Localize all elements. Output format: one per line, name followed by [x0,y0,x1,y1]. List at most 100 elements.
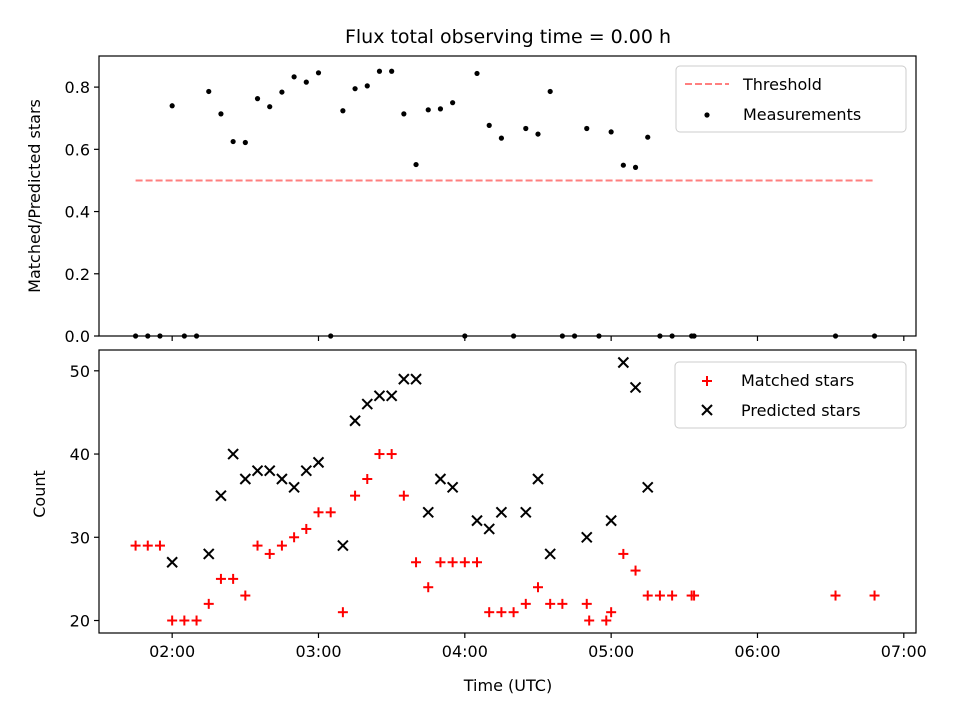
measurement-point [523,125,529,132]
predicted-star-point [544,548,556,560]
matched-star-point [386,449,397,460]
bottom-xtick-label: 06:00 [734,642,780,661]
bottom-ytick-label: 20 [70,612,90,631]
measurement-point [559,333,565,339]
measurement-point [389,68,395,74]
matched-star-point [459,557,470,568]
matched-star-point [654,590,665,601]
matched-star-point [154,540,165,551]
measurement-point [437,106,444,112]
bottom-xtick-label: 07:00 [881,642,927,661]
matched-star-point [667,590,678,601]
predicted-star-point [312,456,325,469]
matched-star-point [301,523,312,534]
matched-star-point [350,490,361,501]
measurement-point [632,164,639,170]
legend-measurements-label: Measurements [743,105,861,124]
bottom-legend: Matched stars Predicted stars [674,361,907,429]
matched-star-point [215,573,226,584]
measurement-point [352,86,358,92]
matched-star-point [830,590,841,601]
predicted-star-point [349,415,361,427]
top-ytick-label: 0.8 [65,78,90,97]
predicted-star-point [629,381,642,394]
predicted-star-point [251,464,264,477]
predicted-star-point [300,464,313,477]
predicted-star-point [215,489,227,502]
top-legend: Threshold Measurements [675,65,907,133]
bottom-legend-box [674,361,907,429]
matched-star-point [203,598,214,609]
matched-star-point [228,573,239,584]
matched-star-point [374,449,385,460]
top-frame [98,55,917,337]
matched-star-point [584,615,595,626]
predicted-star-point [581,531,593,543]
matched-star-point [472,557,483,568]
measurement-point [145,333,151,339]
matched-star-point [179,615,190,626]
measurement-point [181,333,187,339]
measurement-point [645,134,651,140]
measurement-point [832,333,839,339]
legend-matched-label: Matched stars [741,371,854,390]
predicted-star-point [532,473,544,485]
matched-star-point [618,548,629,559]
matched-star-point [557,598,568,609]
matched-star-point [240,590,251,601]
matched-star-point [325,507,336,518]
legend-predicted-label: Predicted stars [741,401,861,420]
matched-star-point [581,598,592,609]
measurement-point [291,74,297,80]
matched-star-point [689,590,700,601]
measurement-point [535,131,541,137]
top-ytick-label: 0.0 [65,327,90,346]
predicted-star-point [227,448,239,460]
measurement-point [132,333,139,339]
matched-star-point [545,598,556,609]
measurement-point [328,333,334,339]
measurement-point [510,333,517,339]
predicted-star-point [166,556,178,568]
matched-star-point [130,540,141,551]
top-y-axis-label: Matched/Predicted stars [25,99,44,293]
measurement-point [547,88,553,95]
predicted-star-point [398,373,410,385]
top-ytick-label: 0.4 [65,203,90,222]
matched-star-point [435,557,446,568]
predicted-star-point [495,506,508,519]
measurement-point [596,333,602,339]
matched-star-point [398,490,409,501]
matched-star-point [276,540,287,551]
predicted-star-point [483,523,495,535]
measurement-point [450,100,456,106]
measurement-point [267,104,273,110]
bottom-ytick-label: 50 [70,362,90,381]
measurement-point [584,125,590,132]
matched-star-point [289,532,300,543]
measurement-point [474,70,480,77]
matched-star-point [508,607,519,618]
top-plot-panel: 0.0 0.2 0.4 0.6 0.8 [65,55,917,346]
matched-star-point [447,557,458,568]
measurement-point [169,103,175,109]
x-axis-label: Time (UTC) [463,676,552,695]
measurement-point [620,162,626,168]
matched-star-point [411,557,422,568]
matched-star-point [520,598,531,609]
measurement-point [462,333,468,339]
predicted-star-point [385,390,398,402]
predicted-star-point [422,506,434,519]
measurement-point [425,107,431,113]
measurement-point [669,333,675,339]
matched-star-point [532,582,543,593]
predicted-star-point [617,356,630,369]
matched-star-point [362,474,373,485]
predicted-star-point [337,539,349,552]
measurement-point [486,122,492,128]
measurement-point [340,108,346,114]
predicted-star-point [276,473,288,485]
bottom-ytick-label: 30 [70,528,90,547]
matched-star-point [167,615,178,626]
